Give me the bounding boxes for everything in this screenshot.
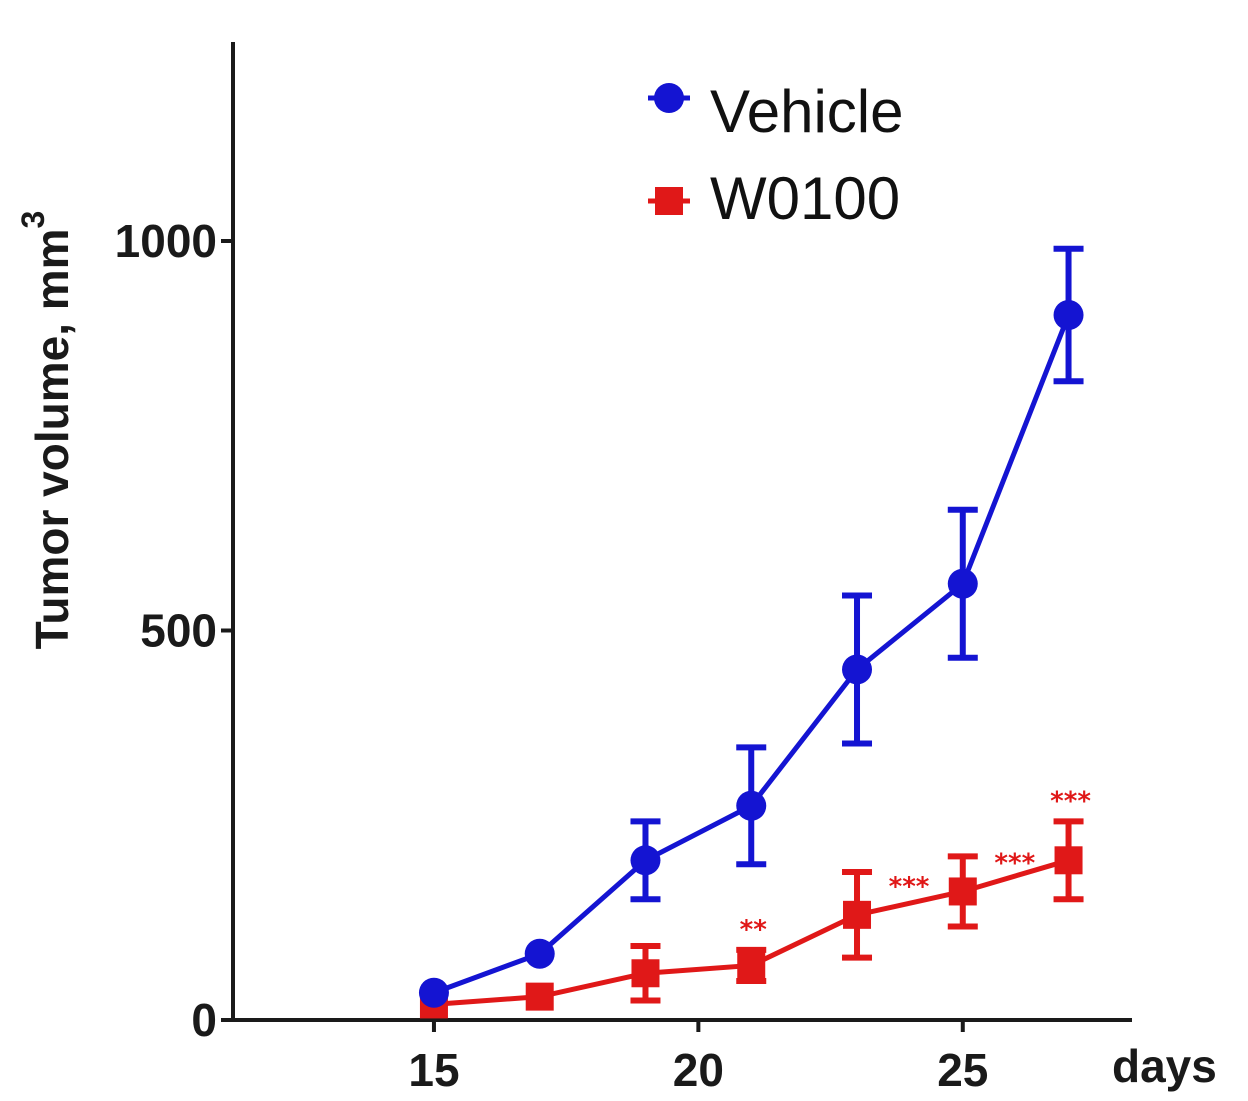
- point-vehicle-17: [524, 938, 555, 969]
- legend-item-vehicle: Vehicle: [648, 78, 903, 145]
- series-w0100: ***********: [419, 786, 1091, 1019]
- legend: Vehicle W0100: [648, 78, 903, 232]
- point-w0100-23: [843, 900, 872, 929]
- x-tick-label-20: 20: [673, 1044, 724, 1096]
- point-vehicle-27: [1053, 300, 1084, 331]
- significance-w0100-21: **: [740, 915, 768, 945]
- significance-w0100-23: ***: [889, 872, 930, 902]
- point-w0100-27: [1054, 846, 1083, 875]
- y-axis-title-superscript: 3: [15, 211, 51, 229]
- point-w0100-19: [631, 959, 660, 988]
- series-vehicle: [418, 245, 1084, 1008]
- series-layer: ***********: [418, 245, 1091, 1019]
- legend-w0100-label: W0100: [710, 165, 900, 232]
- x-tick-label-15: 15: [408, 1044, 459, 1096]
- y-tick-label-500: 500: [140, 605, 217, 657]
- point-vehicle-25: [947, 568, 978, 599]
- significance-w0100-25: ***: [994, 848, 1035, 878]
- legend-w0100-marker: [655, 187, 683, 215]
- legend-vehicle-label: Vehicle: [710, 78, 903, 145]
- point-vehicle-23: [842, 654, 873, 685]
- point-vehicle-15: [418, 977, 449, 1008]
- y-axis-title: Tumor volume, mm3: [15, 211, 78, 650]
- y-tick-label-1000: 1000: [115, 215, 217, 267]
- significance-w0100-27: ***: [1050, 786, 1091, 816]
- x-tick-label-25: 25: [937, 1044, 988, 1096]
- y-tick-label-0: 0: [191, 994, 217, 1046]
- x-axis-title: days: [1112, 1040, 1217, 1092]
- point-vehicle-21: [736, 790, 767, 821]
- x-ticks: 15 20 25: [408, 1020, 988, 1096]
- point-w0100-25: [948, 877, 977, 906]
- y-axis-title-text: Tumor volume, mm: [26, 228, 78, 649]
- y-ticks: 0 500 1000: [115, 215, 233, 1046]
- legend-item-w0100: W0100: [648, 165, 900, 232]
- point-w0100-21: [737, 951, 766, 980]
- point-w0100-17: [525, 982, 554, 1011]
- legend-vehicle-marker: [654, 83, 684, 113]
- point-vehicle-19: [630, 845, 661, 876]
- axes: [231, 42, 1132, 1022]
